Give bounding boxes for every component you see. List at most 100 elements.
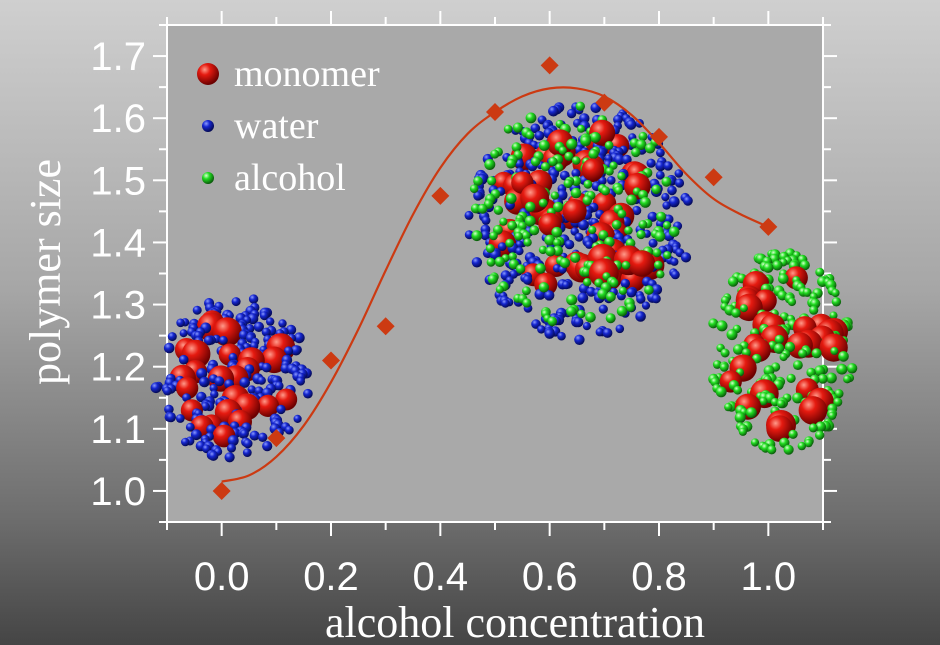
molecule — [486, 257, 496, 267]
x-tick-label: 0.2 — [303, 555, 359, 599]
molecule — [185, 422, 195, 432]
molecule — [631, 147, 641, 158]
molecule — [552, 201, 564, 213]
molecule — [538, 282, 550, 293]
molecule — [162, 386, 172, 396]
molecule — [566, 294, 578, 306]
molecule — [494, 256, 505, 267]
molecule — [506, 158, 516, 169]
molecule — [192, 305, 202, 315]
molecule — [738, 427, 748, 436]
molecule — [663, 161, 673, 171]
molecule — [196, 368, 208, 380]
molecule — [815, 430, 825, 440]
molecule — [566, 138, 578, 150]
x-tick-label: 0.6 — [522, 555, 578, 599]
molecule — [190, 429, 202, 441]
molecule — [585, 240, 594, 249]
legend-marker-alcohol — [202, 172, 214, 184]
molecule — [208, 450, 219, 461]
molecule — [214, 376, 225, 387]
molecule — [617, 209, 627, 219]
molecule — [831, 288, 840, 298]
molecule — [571, 168, 581, 178]
molecule — [626, 194, 637, 206]
legend-marker-water — [202, 120, 214, 132]
molecule — [540, 162, 551, 172]
molecule — [581, 267, 592, 277]
molecule — [530, 123, 541, 134]
molecule — [176, 318, 185, 328]
molecule — [471, 257, 483, 268]
molecule — [604, 141, 614, 150]
legend-item-alcohol: alcohol — [202, 157, 346, 199]
molecule — [662, 221, 672, 230]
molecule — [248, 294, 259, 304]
molecule — [464, 210, 474, 220]
molecule — [511, 142, 522, 153]
molecule — [249, 430, 260, 441]
molecule — [762, 262, 774, 273]
molecule — [239, 377, 250, 388]
data-point — [540, 56, 559, 75]
molecule — [164, 404, 174, 415]
molecule — [830, 347, 839, 355]
molecule — [179, 329, 188, 338]
molecule — [778, 273, 789, 285]
molecule — [644, 285, 654, 295]
legend-marker-monomer — [197, 63, 219, 85]
molecule — [548, 105, 559, 117]
molecule — [602, 328, 613, 338]
cluster-water — [150, 294, 313, 463]
molecule — [638, 220, 648, 229]
molecule — [636, 139, 647, 151]
y-tick-label: 1.6 — [90, 97, 146, 141]
molecule — [815, 421, 826, 433]
molecule — [582, 322, 592, 331]
molecule — [253, 321, 264, 332]
molecule — [626, 287, 637, 298]
molecule — [166, 412, 176, 423]
molecule — [550, 191, 560, 200]
molecule — [497, 242, 507, 252]
molecule — [605, 291, 616, 302]
molecule — [559, 257, 571, 269]
molecule — [512, 122, 524, 133]
molecule — [646, 158, 656, 168]
molecule — [583, 278, 592, 287]
legend-label-alcohol: alcohol — [234, 157, 346, 199]
molecule — [566, 108, 577, 119]
molecule — [735, 293, 763, 322]
molecule — [663, 251, 672, 260]
molecule — [628, 250, 656, 277]
molecule — [661, 193, 670, 202]
molecule — [611, 220, 622, 230]
molecule — [674, 178, 685, 188]
molecule — [636, 229, 646, 240]
molecule — [670, 257, 679, 266]
molecule — [564, 239, 575, 250]
molecule — [505, 238, 515, 248]
molecule — [487, 274, 498, 285]
legend-item-monomer: monomer — [197, 53, 380, 95]
x-tick-label: 0.4 — [413, 555, 469, 599]
molecule — [558, 146, 567, 155]
molecule — [534, 130, 545, 141]
molecule — [573, 317, 584, 328]
molecule — [570, 187, 582, 199]
molecule — [515, 247, 524, 256]
molecule — [175, 414, 185, 423]
molecule — [293, 414, 302, 423]
molecule — [607, 176, 616, 185]
molecule — [509, 269, 518, 279]
molecule — [503, 124, 513, 134]
molecule — [739, 304, 748, 313]
molecule — [656, 211, 667, 222]
y-axis-title: polymer size — [21, 159, 70, 385]
molecule — [680, 252, 692, 263]
legend-label-monomer: monomer — [234, 53, 380, 95]
molecule — [798, 396, 828, 425]
molecule — [499, 217, 508, 226]
molecule — [829, 311, 838, 320]
data-points — [212, 56, 778, 500]
